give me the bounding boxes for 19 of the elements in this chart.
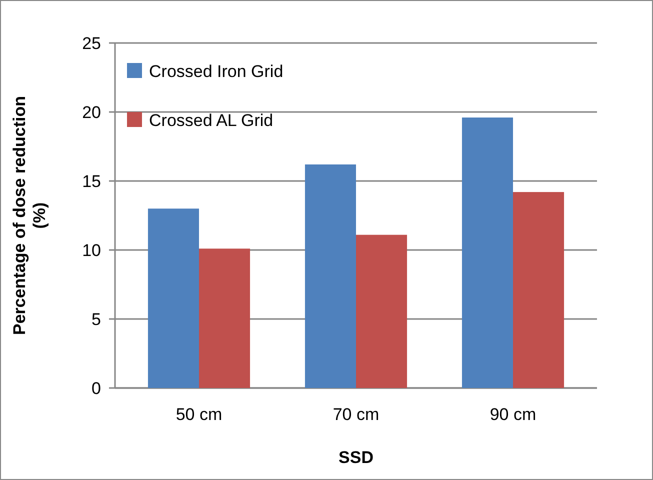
y-tick-label: 10: [82, 240, 101, 260]
x-tick-label: 70 cm: [332, 405, 380, 424]
x-tick-label: 50 cm: [176, 405, 222, 424]
bar: [513, 192, 564, 388]
bar: [304, 164, 356, 388]
bar: [462, 118, 514, 388]
x-tick-label: 90 cm: [490, 405, 536, 424]
legend-label: Crossed AL Grid: [149, 110, 274, 130]
y-axis-title: Percentage of dose reduction (%): [10, 96, 49, 335]
y-tick-label: 15: [82, 172, 101, 191]
legend-label: Crossed Iron Grid: [149, 62, 284, 81]
y-tick-label: 25: [82, 34, 101, 53]
bar: [356, 234, 408, 388]
y-tick-label: 5: [92, 310, 101, 329]
y-tick-label: 0: [92, 378, 101, 398]
bar: [198, 248, 250, 388]
y-tick-label: 20: [82, 102, 101, 122]
x-axis-title: SSD: [338, 448, 374, 467]
bar: [148, 208, 199, 388]
